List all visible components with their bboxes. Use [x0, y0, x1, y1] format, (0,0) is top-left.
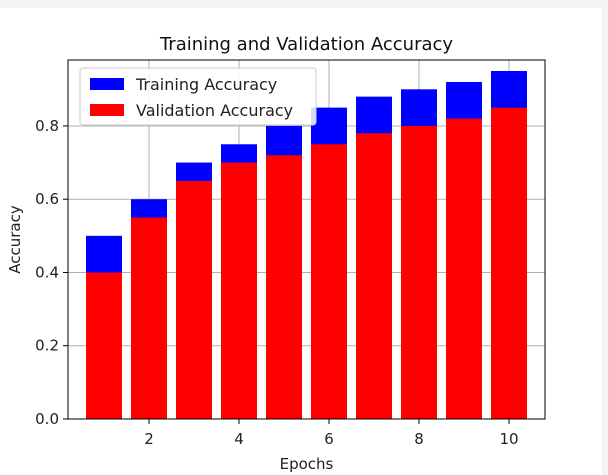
y-tick-label: 0.0: [35, 410, 59, 428]
legend-label-training: Training Accuracy: [135, 75, 277, 94]
legend-swatch-training: [90, 78, 124, 90]
validation-bar-epoch-3: [176, 180, 212, 419]
x-tick-label: 4: [234, 430, 244, 448]
validation-bar-epoch-7: [356, 133, 392, 419]
x-tick-label: 8: [414, 430, 424, 448]
y-axis-label: Accuracy: [6, 205, 24, 274]
y-tick-label: 0.8: [35, 117, 59, 135]
window-top-edge: [0, 0, 608, 8]
x-tick-label: 2: [144, 430, 154, 448]
legend-swatch-validation: [90, 104, 124, 116]
y-tick-label: 0.6: [35, 190, 59, 208]
validation-bar-epoch-5: [266, 155, 302, 419]
validation-bar-epoch-2: [131, 217, 167, 419]
bars: [86, 70, 527, 420]
validation-bar-epoch-8: [401, 125, 437, 419]
y-tick-label: 0.2: [35, 337, 59, 355]
validation-bar-epoch-10: [491, 107, 527, 420]
validation-bar-epoch-6: [311, 144, 347, 419]
window-right-edge: [602, 0, 608, 475]
validation-bar-epoch-1: [86, 272, 122, 419]
legend-box: [79, 67, 317, 126]
x-axis-label: Epochs: [280, 455, 334, 473]
axis-ticks: 2 4 6 8 10 0.0 0.2 0.4 0.6 0.8: [35, 117, 518, 448]
chart-title: Training and Validation Accuracy: [159, 34, 453, 55]
legend: Training Accuracy Validation Accuracy: [79, 67, 317, 126]
x-tick-label: 10: [499, 430, 518, 448]
legend-label-validation: Validation Accuracy: [136, 101, 293, 120]
validation-bar-epoch-9: [446, 118, 482, 419]
plot-area-frame: [67, 59, 546, 420]
validation-bar-epoch-4: [221, 162, 257, 420]
x-tick-label: 6: [324, 430, 334, 448]
y-tick-label: 0.4: [35, 263, 59, 281]
